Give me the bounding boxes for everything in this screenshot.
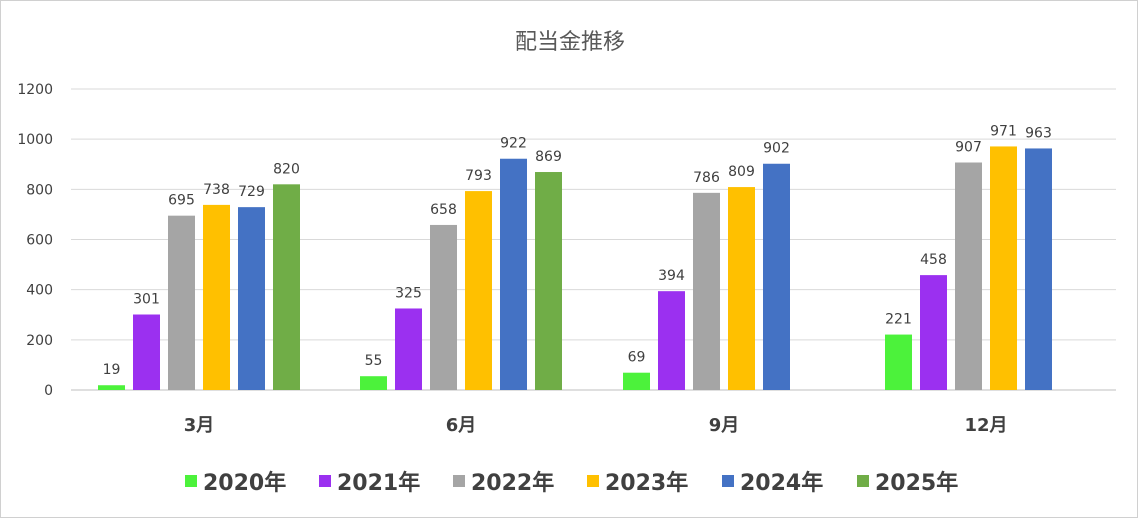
- data-label: 729: [238, 184, 265, 200]
- data-label: 658: [430, 202, 457, 218]
- legend-swatch: [319, 475, 331, 487]
- data-label: 19: [103, 362, 121, 378]
- bar: [273, 184, 300, 390]
- data-label: 809: [728, 164, 755, 180]
- bar: [395, 308, 422, 390]
- bar: [1025, 148, 1052, 390]
- data-label: 971: [990, 123, 1017, 139]
- data-label: 820: [273, 161, 300, 177]
- bar: [763, 163, 790, 390]
- data-label: 221: [885, 312, 912, 328]
- bar: [658, 291, 685, 390]
- legend: 2020年 2021年 2022年 2023年 2024年 2025年: [185, 470, 958, 496]
- data-label: 394: [658, 268, 685, 284]
- x-axis: 3月 6月 9月 12月: [184, 415, 1008, 436]
- data-label: 869: [535, 149, 562, 165]
- bar: [728, 187, 755, 390]
- data-label: 963: [1025, 125, 1052, 141]
- bar: [623, 372, 650, 390]
- data-label: 325: [395, 285, 422, 301]
- bar: [885, 334, 912, 390]
- data-label: 55: [365, 353, 383, 369]
- bar: [500, 158, 527, 390]
- legend-swatch: [722, 475, 734, 487]
- bar: [535, 172, 562, 390]
- legend-swatch: [185, 475, 197, 487]
- y-tick-label: 200: [26, 333, 53, 349]
- data-label: 793: [465, 168, 492, 184]
- data-label: 738: [203, 182, 230, 198]
- legend-swatch: [587, 475, 599, 487]
- y-tick-label: 1200: [17, 82, 53, 98]
- data-label: 907: [955, 139, 982, 155]
- bar: [360, 376, 387, 390]
- data-label: 922: [500, 136, 527, 152]
- legend-label: 2025年: [875, 470, 958, 496]
- bar: [920, 275, 947, 390]
- legend-label: 2020年: [203, 470, 286, 496]
- chart-title: 配当金推移: [515, 30, 625, 55]
- bar: [465, 191, 492, 390]
- x-tick-label: 12月: [964, 415, 1007, 436]
- bars: [98, 146, 1052, 390]
- data-label: 902: [763, 141, 790, 157]
- x-tick-label: 6月: [446, 415, 477, 436]
- data-label: 458: [920, 252, 947, 268]
- legend-swatch: [453, 475, 465, 487]
- bar: [430, 224, 457, 390]
- y-tick-label: 600: [26, 233, 53, 249]
- bar: [990, 146, 1017, 390]
- legend-label: 2022年: [471, 470, 554, 496]
- y-tick-label: 0: [44, 383, 53, 399]
- data-label: 301: [133, 291, 160, 307]
- x-tick-label: 3月: [184, 415, 215, 436]
- y-tick-label: 1000: [17, 132, 53, 148]
- x-tick-label: 9月: [709, 415, 740, 436]
- bar: [133, 314, 160, 390]
- data-label: 69: [628, 350, 646, 366]
- data-label: 695: [168, 193, 195, 209]
- data-labels: 19 301 695 738 729 820 55 325 658 793 922 869 69 394 7…: [103, 123, 1052, 378]
- bar: [203, 204, 230, 390]
- legend-label: 2021年: [337, 470, 420, 496]
- y-tick-label: 400: [26, 283, 53, 299]
- y-tick-label: 800: [26, 182, 53, 198]
- bar: [98, 385, 125, 390]
- bar: [693, 192, 720, 390]
- bar: [238, 207, 265, 390]
- legend-label: 2024年: [740, 470, 823, 496]
- data-label: 786: [693, 170, 720, 186]
- y-axis: 0 200 400 600 800 1000 1200: [17, 82, 53, 399]
- legend-swatch: [857, 475, 869, 487]
- bar: [168, 215, 195, 390]
- bar: [955, 162, 982, 390]
- legend-label: 2023年: [605, 470, 688, 496]
